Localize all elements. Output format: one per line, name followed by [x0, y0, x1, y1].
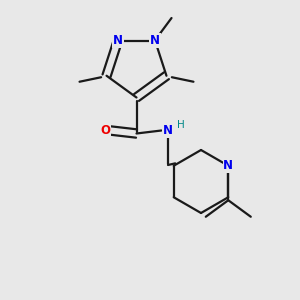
Text: N: N	[113, 34, 123, 47]
Text: N: N	[223, 159, 233, 172]
Text: H: H	[177, 120, 184, 130]
Text: O: O	[100, 124, 110, 137]
Text: N: N	[163, 124, 173, 137]
Text: N: N	[150, 34, 160, 47]
